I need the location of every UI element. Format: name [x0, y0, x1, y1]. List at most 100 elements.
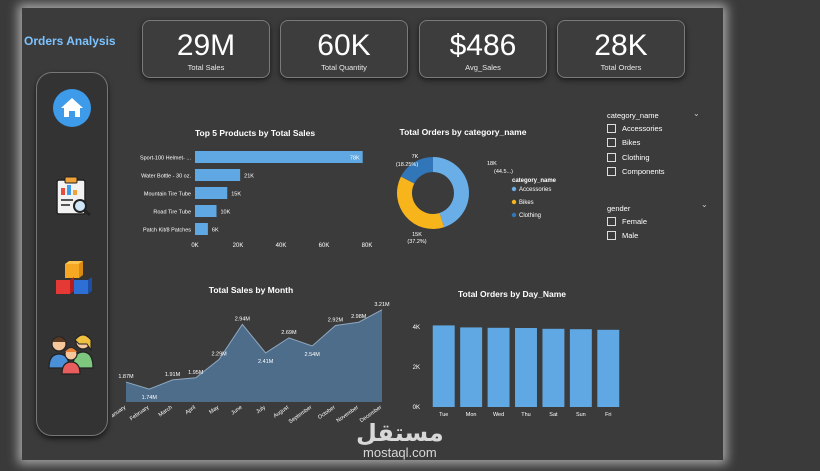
bar-category-label: Road Tire Tube	[153, 210, 191, 216]
slicer-option-components[interactable]: Components	[607, 167, 665, 176]
slicer-option-female[interactable]: Female	[607, 217, 647, 226]
bar-data-label: 15K	[231, 192, 241, 198]
checkbox[interactable]	[607, 167, 616, 176]
checkbox[interactable]	[607, 138, 616, 147]
kpi-card-avg-sales: $486 Avg_Sales	[419, 20, 547, 78]
bar	[542, 328, 565, 407]
slicer-option-male[interactable]: Male	[607, 231, 638, 240]
point-data-label: 1.95M	[188, 370, 204, 376]
slicer-option-accessories[interactable]: Accessories	[607, 124, 662, 133]
area-line	[125, 309, 383, 390]
legend-swatch	[511, 199, 517, 205]
bar	[487, 327, 510, 407]
bar	[195, 169, 241, 181]
kpi-label: Total Sales	[187, 63, 225, 72]
donut-slice-accessories	[433, 157, 469, 228]
monthly-sales-chart-title: Total Sales by Month	[208, 285, 294, 295]
sidebar-nav	[36, 72, 108, 436]
report-icon	[56, 176, 91, 217]
kpi-card-total-orders: 28K Total Orders	[557, 20, 685, 78]
nav-customers-button[interactable]	[45, 325, 99, 379]
x-tick-label: 0K	[191, 243, 198, 249]
slicer-option-clothing[interactable]: Clothing	[607, 153, 650, 162]
bar-data-label: 6K	[212, 228, 219, 234]
kpi-value: 29M	[176, 29, 236, 62]
point-data-label: 1.87M	[118, 374, 134, 380]
bar-category-label: Water Bottle - 30 oz.	[141, 174, 191, 180]
y-tick-label: 0K	[413, 405, 420, 411]
slice-percent-label: (18.25%)	[396, 162, 418, 168]
monthly-sales-area-chart: 1.87M 1.74M 1.91M 1.95M 2.29M 2.94M 2.41M 2.69M…	[112, 302, 390, 425]
kpi-label: Avg_Sales	[465, 63, 501, 72]
point-data-label: 2.94M	[235, 316, 251, 322]
bar-category-label: Sport-100 Helmet- ...	[140, 156, 192, 162]
x-tick-label: March	[158, 405, 174, 419]
kpi-label: Total Orders	[600, 63, 642, 72]
checkbox[interactable]	[607, 124, 616, 133]
day-orders-chart-title: Total Orders by Day_Name	[457, 289, 567, 299]
bar-data-label: 10K	[221, 210, 231, 216]
x-tick-label: Thu	[521, 412, 530, 418]
x-tick-label: Sun	[576, 412, 586, 418]
checkbox[interactable]	[607, 153, 616, 162]
checkbox[interactable]	[607, 217, 616, 226]
x-tick-label: April	[185, 405, 197, 416]
legend-swatch	[511, 186, 517, 192]
nav-report-button[interactable]	[45, 169, 99, 223]
checkbox[interactable]	[607, 231, 616, 240]
nav-home-button[interactable]	[45, 81, 99, 135]
x-tick-label: February	[129, 405, 151, 423]
home-icon	[53, 89, 91, 127]
x-tick-label: 60K	[319, 243, 330, 249]
watermark-arabic: مستقل	[356, 419, 444, 447]
slicer-option-label: Components	[622, 167, 665, 176]
kpi-card-total-quantity: 60K Total Quantity	[280, 20, 408, 78]
x-tick-label: May	[208, 405, 220, 416]
point-data-label: 2.92M	[328, 317, 344, 323]
nav-products-button[interactable]	[45, 253, 99, 307]
products-icon	[56, 261, 92, 294]
day-orders-bar-chart: 0K 2K 4K Tue Mon Wed Thu Sat Sun Fri	[413, 325, 620, 418]
x-tick-label: September	[288, 405, 314, 425]
slice-percent-label: (44.5...)	[494, 169, 513, 175]
kpi-value: 60K	[317, 29, 371, 62]
page-title: Orders Analysis	[24, 34, 116, 48]
slice-value-label: 18K	[487, 161, 497, 167]
point-data-label: 2.69M	[281, 330, 297, 336]
slice-value-label: 7K	[412, 154, 419, 160]
kpi-card-total-sales: 29M Total Sales	[142, 20, 270, 78]
x-tick-label: Mon	[466, 412, 477, 418]
bar	[515, 328, 537, 407]
kpi-value: $486	[449, 29, 517, 62]
category-donut-chart: 18K (44.5...) 15K(37.2%) 7K (18.25%) category…	[396, 154, 557, 245]
slicer-option-bikes[interactable]: Bikes	[607, 138, 640, 147]
donut-slice-clothing	[400, 157, 433, 184]
area-fill	[126, 309, 382, 402]
bar-data-label: 21K	[244, 174, 254, 180]
customers-icon	[48, 334, 94, 375]
slicer-option-label: Male	[622, 231, 639, 240]
legend-label: Accessories	[519, 187, 551, 193]
x-tick-label: Fri	[605, 412, 611, 418]
point-data-label: 2.29M	[211, 351, 227, 357]
point-data-label: 2.41M	[258, 359, 274, 365]
x-tick-label: Sat	[549, 412, 558, 418]
category-slicer-title: category_name	[607, 111, 659, 120]
point-data-label: 1.74M	[142, 395, 158, 401]
top-products-bar-chart: Sport-100 Helmet- ... 78K Water Bottle - 3…	[140, 151, 373, 249]
x-tick-label: 80K	[362, 243, 373, 249]
bar	[432, 325, 455, 407]
x-tick-label: 40K	[276, 243, 287, 249]
chevron-down-icon[interactable]: ⌄	[701, 200, 708, 209]
bar	[195, 223, 208, 235]
legend-label: Bikes	[519, 200, 534, 206]
slice-percent-label: (37.2%)	[407, 239, 426, 245]
point-data-label: 1.91M	[165, 372, 181, 378]
bar	[569, 329, 592, 407]
chevron-down-icon[interactable]: ⌄	[693, 109, 700, 118]
y-tick-label: 2K	[413, 365, 420, 371]
x-tick-label: 20K	[233, 243, 244, 249]
slicer-option-label: Clothing	[622, 153, 650, 162]
x-tick-label: October	[317, 405, 337, 421]
x-tick-label: Wed	[493, 412, 504, 418]
